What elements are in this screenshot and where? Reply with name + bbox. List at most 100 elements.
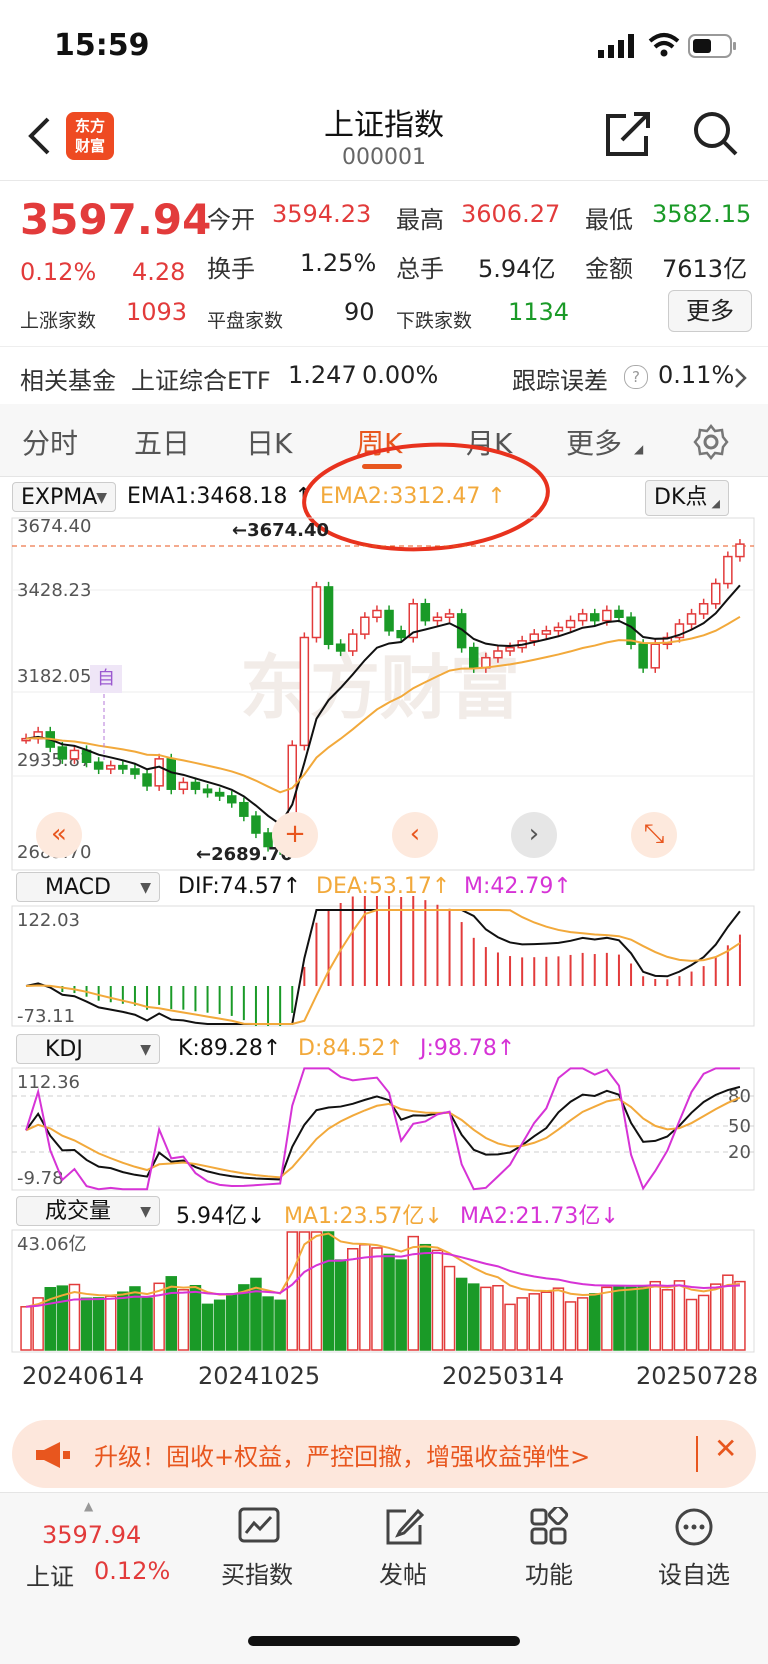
candle-body	[21, 737, 31, 742]
volume-bar	[129, 1286, 141, 1351]
kdj-select[interactable]: KDJ ▼	[16, 1034, 160, 1064]
candle-body	[662, 636, 673, 645]
change-value: 4.28	[132, 258, 186, 286]
ema2-value: EMA2:3312.47 ↑	[320, 484, 506, 509]
bottom-price: 3597.94	[42, 1521, 142, 1549]
volume-bar	[80, 1297, 93, 1351]
volume-bar	[407, 1235, 419, 1351]
share-icon[interactable]	[604, 110, 652, 158]
macd-select[interactable]: MACD ▼	[16, 872, 160, 902]
volume-bar	[710, 1283, 722, 1351]
x-date-1: 20240614	[22, 1362, 145, 1390]
candle-body	[190, 781, 201, 790]
tab-intraday[interactable]: 分时	[22, 427, 79, 460]
candle-body	[469, 646, 479, 669]
macd-m: M:42.79↑	[464, 874, 572, 899]
volume-bar	[44, 1287, 56, 1351]
candle-body	[335, 643, 346, 652]
kdj-k-line	[25, 1085, 741, 1181]
back-icon[interactable]	[26, 116, 52, 156]
high-value: 3606.27	[461, 200, 561, 228]
turnover-label: 换手	[207, 255, 255, 283]
candle-body	[698, 603, 709, 615]
fund-pct: 0.00%	[362, 361, 439, 389]
help-icon[interactable]: ?	[624, 365, 648, 389]
candle-body	[251, 815, 261, 834]
logo-text-2: 财富	[74, 137, 105, 155]
settings-icon[interactable]	[693, 424, 729, 460]
wifi-icon	[648, 33, 680, 57]
volume-bar	[117, 1291, 129, 1351]
search-icon[interactable]	[692, 110, 740, 158]
candle-body	[178, 781, 189, 790]
down-count-label: 下跌家数	[396, 310, 473, 332]
volume-value: 5.94亿	[478, 255, 556, 283]
candle-body	[553, 626, 564, 632]
fullscreen-button[interactable]: ⤡	[631, 812, 677, 858]
volume-bar	[625, 1286, 637, 1351]
amount-label: 金额	[585, 255, 633, 283]
stock-code: 000001	[342, 145, 426, 170]
volume-bar	[20, 1306, 32, 1351]
volume-bar	[540, 1291, 553, 1351]
volume-bar	[250, 1277, 262, 1351]
candle-body	[420, 603, 431, 622]
scroll-left-far-button[interactable]: «	[36, 812, 82, 858]
flat-count: 90	[344, 298, 375, 326]
tab-more[interactable]: 更多	[566, 427, 623, 460]
volume-select[interactable]: 成交量 ▼	[16, 1196, 160, 1226]
low-label: 最低	[585, 206, 633, 234]
candle-body	[372, 609, 382, 619]
open-value: 3594.23	[272, 200, 372, 228]
megaphone-icon	[36, 1442, 70, 1468]
volume-bar	[105, 1295, 117, 1351]
next-button[interactable]: ›	[511, 812, 557, 858]
candle-body	[239, 801, 249, 817]
tab-daily-k[interactable]: 日K	[246, 427, 293, 460]
volume-bar	[371, 1247, 383, 1351]
volume-bar	[92, 1297, 105, 1351]
fund-name: 上证综合ETF	[131, 367, 271, 395]
candle-body	[602, 609, 612, 622]
ema1-line	[25, 584, 741, 826]
macd-y-top: 122.03	[17, 910, 80, 931]
related-fund-row[interactable]: 相关基金 上证综合ETF 1.247 0.00% 跟踪误差 ? 0.11%	[0, 346, 768, 406]
macd-dea: DEA:53.17↑	[316, 874, 451, 899]
volume-bar	[637, 1284, 649, 1351]
prev-button[interactable]: ‹	[392, 812, 438, 858]
volume-bar	[697, 1294, 710, 1351]
open-label: 今开	[207, 206, 255, 234]
macd-dea-line	[26, 909, 741, 1025]
volume-bar	[298, 1231, 311, 1351]
volume-bar	[310, 1231, 323, 1351]
kdj-level-label: 20	[728, 1142, 751, 1163]
nav-buy-index[interactable]: 买指数	[221, 1561, 293, 1589]
self-select-tag: 自	[90, 665, 122, 693]
candle-body	[650, 643, 660, 669]
dk-point-button[interactable]: DK点 ◢	[645, 480, 729, 516]
promo-banner[interactable]: 升级！固收+权益，严控回撤，增强收益弹性> ✕	[12, 1420, 756, 1488]
candle-body	[299, 636, 310, 747]
volume-bar	[492, 1284, 504, 1351]
indicator-select[interactable]: EXPMA ▼	[12, 482, 116, 512]
panel-frame	[11, 1067, 755, 1191]
volume-bar	[734, 1280, 746, 1351]
banner-divider	[696, 1436, 698, 1472]
trend-chart-icon	[238, 1507, 280, 1543]
volume-bar	[189, 1284, 202, 1351]
volume-bar	[213, 1299, 226, 1351]
nav-function[interactable]: 功能	[525, 1561, 573, 1589]
tab-five-day[interactable]: 五日	[134, 427, 191, 460]
expand-up-icon[interactable]: ▲	[84, 1499, 94, 1513]
candle-body	[348, 633, 358, 652]
macd-dif-line	[25, 909, 741, 1025]
volume-bar	[649, 1280, 661, 1351]
more-button[interactable]: 更多	[668, 290, 752, 332]
nav-add-watchlist[interactable]: 设自选	[658, 1561, 730, 1589]
kdj-y-top: 112.36	[17, 1072, 80, 1093]
candle-body	[360, 616, 370, 635]
close-icon[interactable]: ✕	[714, 1432, 738, 1465]
volume-bar	[359, 1243, 371, 1351]
zoom-in-button[interactable]: +	[272, 812, 318, 858]
nav-post[interactable]: 发帖	[379, 1561, 427, 1589]
